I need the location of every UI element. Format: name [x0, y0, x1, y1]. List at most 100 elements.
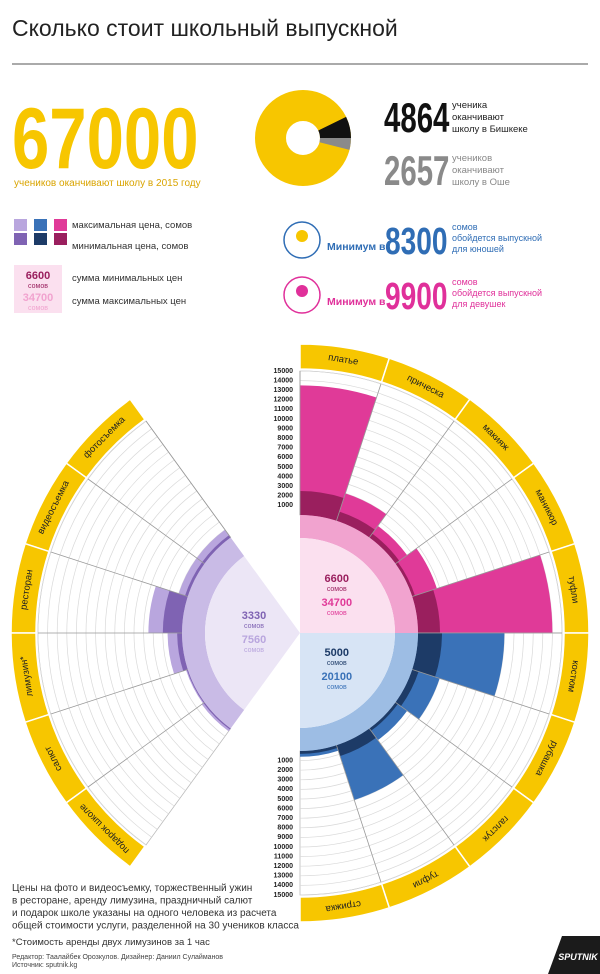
- grid-arc: [188, 521, 220, 553]
- grid-arc: [169, 552, 190, 591]
- grid-arc: [37, 632, 52, 715]
- grid-arc: [441, 529, 468, 579]
- grid-arc: [503, 632, 515, 700]
- grid-arc: [77, 704, 112, 771]
- grid-arc: [132, 529, 159, 579]
- grid-arc: [374, 401, 443, 437]
- bar-max: [412, 555, 553, 633]
- r-tick-label: 6000: [277, 454, 293, 461]
- summary-text: обойдется выпускной: [452, 288, 542, 298]
- grid-arc: [165, 730, 203, 768]
- grid-arc: [50, 478, 89, 553]
- grid-arc: [419, 752, 466, 799]
- note-line: общей стоимости услуги, разделенной на 3…: [12, 920, 299, 932]
- grid-arc: [408, 741, 451, 784]
- grid-arc: [68, 490, 104, 559]
- bar-min: [300, 491, 344, 521]
- grid-arc: [50, 713, 89, 788]
- donut-slice: [318, 116, 351, 138]
- bar-max: [178, 557, 205, 597]
- grid-arc: [368, 813, 432, 846]
- ring-segment: [65, 787, 146, 868]
- r-tick-label: 9000: [277, 834, 293, 841]
- grid-arc: [299, 881, 382, 896]
- category-label: платье: [327, 352, 359, 368]
- sum-max: 34700: [321, 597, 352, 609]
- ring-segment: [10, 632, 50, 724]
- legend-sum-min: 6600: [26, 270, 50, 282]
- separator: [87, 702, 205, 788]
- grid-arc: [299, 790, 352, 800]
- grid-arc: [434, 535, 459, 582]
- r-tick-label: 1000: [277, 757, 293, 764]
- ring-segment: [10, 542, 50, 634]
- logo: SPUTNIK: [548, 936, 600, 974]
- grid-arc: [111, 444, 164, 497]
- grid-arc: [360, 790, 415, 819]
- r-tick-label: 14000: [274, 377, 294, 384]
- grid-arc: [488, 495, 523, 562]
- grid-arc: [397, 730, 435, 768]
- grid-arc: [87, 501, 120, 565]
- grid-arc: [457, 518, 486, 573]
- grid-arc: [380, 383, 455, 422]
- grid-arc: [299, 817, 361, 829]
- grid-arc: [157, 490, 197, 530]
- grid-arc: [480, 501, 513, 565]
- grid-arc: [87, 420, 147, 480]
- inner-band: [300, 515, 418, 633]
- sum-unit: сомов: [327, 660, 347, 667]
- summary-icons: [283, 221, 321, 314]
- summary-text: сомов: [452, 277, 478, 287]
- summary-prefix: Минимум в: [327, 241, 386, 253]
- grid-arc: [363, 798, 421, 828]
- grid-arc: [448, 781, 505, 838]
- summary-text: обойдется выпускной: [452, 233, 542, 243]
- sum-min: 6600: [325, 573, 349, 585]
- grid-arc: [143, 632, 152, 682]
- grid-arc: [85, 632, 97, 700]
- donut-label: школу в Бишкеке: [452, 124, 528, 135]
- grid-arc: [105, 512, 135, 570]
- legend-sum-box: [14, 265, 62, 313]
- grid-arc: [431, 451, 482, 502]
- r-tick-label: 12000: [274, 863, 294, 870]
- grid-arc: [126, 459, 175, 508]
- grid-arc: [299, 380, 379, 394]
- grid-arc: [299, 854, 373, 867]
- bar-max: [196, 529, 231, 564]
- legend-max: максимальная цена, сомов: [72, 220, 192, 231]
- grid-arc: [299, 781, 349, 790]
- grid-arc: [480, 701, 513, 765]
- grid-arc: [380, 521, 412, 553]
- grid-arc: [299, 808, 358, 819]
- separator: [50, 669, 188, 715]
- bar-max: [369, 702, 408, 741]
- grid-arc: [150, 540, 174, 585]
- r-tick-label: 12000: [274, 397, 294, 404]
- r-tick-label: 15000: [274, 892, 294, 899]
- grid-arc: [114, 518, 143, 573]
- legend-sum-max-label: сумма максимальных цен: [72, 296, 186, 307]
- note-line: в ресторане, аренду лимузина, праздничны…: [12, 896, 253, 907]
- bar-max: [395, 548, 437, 597]
- grid-arc: [77, 495, 112, 562]
- grid-arc: [366, 805, 426, 837]
- grid-arc: [188, 713, 220, 745]
- grid-arc: [377, 392, 449, 430]
- grid-arc: [95, 569, 106, 634]
- ring-segment: [65, 398, 146, 479]
- grid-arc: [431, 764, 482, 815]
- grid-arc: [348, 483, 393, 507]
- big-total: 67000: [12, 91, 199, 187]
- grid-arc: [380, 844, 455, 883]
- r-tick-label: 4000: [277, 786, 293, 793]
- grid-arc: [87, 701, 120, 765]
- grid-arc: [114, 693, 143, 748]
- legend-unit: сомов: [28, 283, 48, 290]
- grid-arc: [457, 693, 486, 748]
- legend-sum-max: 34700: [23, 292, 54, 304]
- grid-arc: [436, 444, 489, 497]
- grid-arc: [150, 681, 174, 726]
